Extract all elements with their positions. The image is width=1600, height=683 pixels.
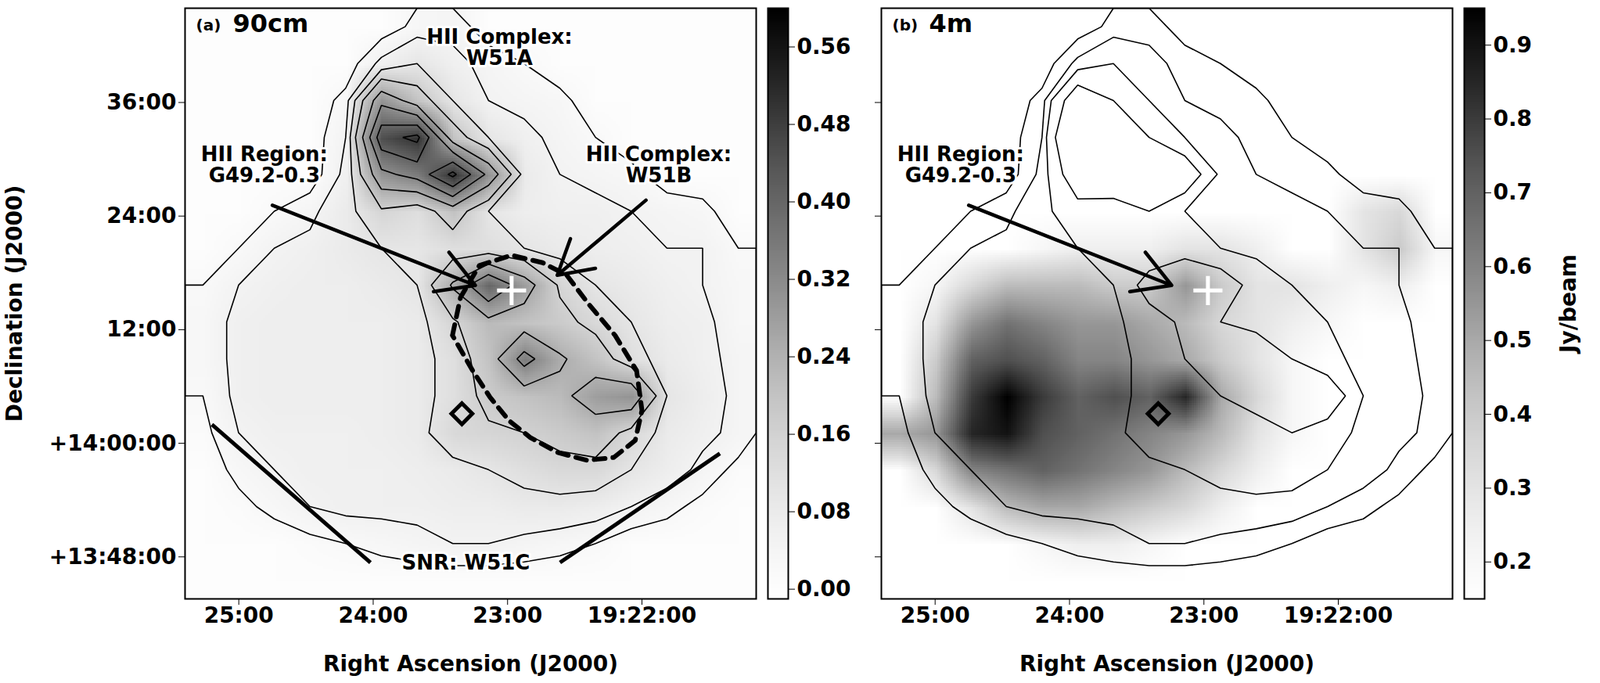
svg-text:+13:48:00: +13:48:00 xyxy=(49,543,177,570)
svg-text:Right Ascension (J2000): Right Ascension (J2000) xyxy=(1019,650,1315,677)
svg-text:0.9: 0.9 xyxy=(1493,32,1533,58)
svg-text:HII Region:G49.2-0.3: HII Region:G49.2-0.3 xyxy=(201,142,328,187)
svg-text:0.56: 0.56 xyxy=(797,33,852,60)
svg-text:HII Region:G49.2-0.3: HII Region:G49.2-0.3 xyxy=(897,142,1025,187)
svg-text:SNR: W51C: SNR: W51C xyxy=(402,550,531,575)
svg-text:36:00: 36:00 xyxy=(106,89,177,116)
svg-text:0.4: 0.4 xyxy=(1493,401,1533,428)
svg-text:0.24: 0.24 xyxy=(797,343,852,370)
svg-text:23:00: 23:00 xyxy=(472,602,543,629)
svg-text:0.40: 0.40 xyxy=(797,188,852,215)
svg-text:0.3: 0.3 xyxy=(1493,474,1533,501)
svg-text:4m: 4m xyxy=(929,8,974,39)
svg-text:0.16: 0.16 xyxy=(797,420,852,447)
svg-text:HII Complex:W51B: HII Complex:W51B xyxy=(586,142,733,187)
svg-text:(a): (a) xyxy=(196,15,222,35)
svg-text:0.08: 0.08 xyxy=(797,498,852,525)
svg-text:90cm: 90cm xyxy=(233,8,310,39)
svg-text:0.6: 0.6 xyxy=(1493,253,1533,280)
svg-text:19:22:00: 19:22:00 xyxy=(587,602,697,629)
svg-text:Declination (J2000): Declination (J2000) xyxy=(1,185,28,423)
svg-text:0.32: 0.32 xyxy=(797,266,852,292)
svg-text:19:22:00: 19:22:00 xyxy=(1283,602,1393,629)
svg-text:Jy/beam: Jy/beam xyxy=(1555,254,1582,355)
svg-text:23:00: 23:00 xyxy=(1168,602,1239,629)
svg-text:0.5: 0.5 xyxy=(1493,327,1533,353)
svg-text:0.2: 0.2 xyxy=(1493,548,1533,575)
svg-text:Right Ascension (J2000): Right Ascension (J2000) xyxy=(323,650,619,677)
svg-text:24:00: 24:00 xyxy=(106,202,177,229)
svg-text:0.8: 0.8 xyxy=(1493,105,1533,132)
svg-text:25:00: 25:00 xyxy=(900,602,971,629)
svg-text:(b): (b) xyxy=(892,15,919,35)
svg-text:HII Complex:W51A: HII Complex:W51A xyxy=(426,25,573,70)
svg-text:24:00: 24:00 xyxy=(337,602,408,629)
svg-text:+14:00:00: +14:00:00 xyxy=(49,430,177,457)
svg-text:0.48: 0.48 xyxy=(797,111,852,137)
svg-text:0.7: 0.7 xyxy=(1493,179,1533,205)
svg-text:12:00: 12:00 xyxy=(106,316,177,342)
svg-text:25:00: 25:00 xyxy=(204,602,274,629)
svg-text:0.00: 0.00 xyxy=(797,575,852,602)
svg-text:24:00: 24:00 xyxy=(1034,602,1104,629)
